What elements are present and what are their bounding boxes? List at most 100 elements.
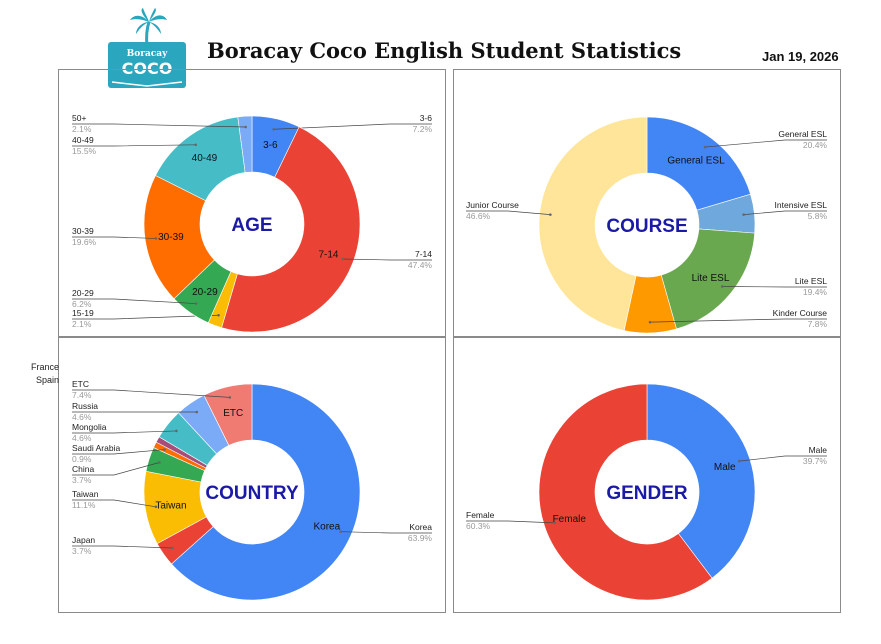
course-pct-label-general-esl: 20.4%: [803, 140, 828, 150]
stray-label-spain: Spain: [36, 375, 60, 385]
country-leader-saudi-arabia: [72, 449, 165, 455]
country-pct-label-japan: 3.7%: [72, 546, 92, 556]
age-pct-label-20-29: 6.2%: [72, 299, 92, 309]
course-panel: [453, 69, 841, 337]
stray-label-france: France: [31, 362, 60, 372]
country-panel: [58, 337, 446, 613]
age-leader-50: [72, 123, 246, 128]
country-inside-label-etc: ETC: [223, 408, 243, 419]
country-leader-dot-japan: [171, 546, 174, 550]
age-pct-label-40-49: 15.5%: [72, 146, 97, 156]
course-outside-label-kinder-course: Kinder Course: [773, 308, 828, 318]
gender-pct-label-female: 60.3%: [466, 521, 491, 531]
country-outside-label-korea: Korea: [409, 522, 432, 532]
age-inside-label-20-29: 20-29: [192, 287, 218, 298]
age-leader-dot-20-29: [194, 302, 198, 305]
country-leader-etc: [72, 389, 230, 398]
age-slice-7-14: [221, 126, 361, 333]
country-outside-label-japan: Japan: [72, 535, 95, 545]
age-leader-15-19: [72, 314, 219, 320]
course-inside-label-general-esl: General ESL: [667, 155, 725, 166]
gender-pct-label-male: 39.7%: [803, 456, 828, 466]
age-inside-label-40-49: 40-49: [192, 153, 218, 164]
age-outside-label-30-39: 30-39: [72, 226, 94, 236]
age-outside-label-50: 50+: [72, 113, 86, 123]
course-slice-junior-course: [538, 116, 648, 331]
age-pct-label-30-39: 19.6%: [72, 237, 97, 247]
age-outside-label-40-49: 40-49: [72, 135, 94, 145]
logo-text-main: COCO: [122, 59, 173, 78]
gender-slice-male: [646, 383, 756, 579]
age-leader-dot-40-49: [194, 143, 197, 147]
course-leader-junior-course: [466, 210, 551, 215]
age-outside-label-20-29: 20-29: [72, 288, 94, 298]
country-leader-dot-russia: [195, 410, 199, 414]
country-outside-label-russia: Russia: [72, 401, 98, 411]
country-slice-korea: [171, 383, 361, 601]
country-leader-dot-etc: [228, 396, 232, 399]
age-inside-label-3-6: 3-6: [263, 140, 278, 151]
age-leader-20-29: [72, 298, 197, 304]
course-outside-label-junior-course: Junior Course: [466, 200, 519, 210]
course-slice-lite-esl: [660, 228, 756, 330]
country-pct-label-russia: 4.6%: [72, 412, 92, 422]
age-outside-label-7-14: 7-14: [415, 249, 432, 259]
course-leader-dot-kinder-course: [648, 320, 652, 324]
gender-center-title: GENDER: [606, 483, 688, 504]
country-leader-korea: [340, 531, 432, 534]
country-pct-label-etc: 7.4%: [72, 390, 92, 400]
country-pct-label-taiwan: 11.1%: [72, 500, 96, 510]
country-inside-label-korea: Korea: [314, 521, 341, 532]
country-leader-taiwan: [72, 499, 156, 508]
age-panel: [58, 69, 446, 337]
course-leader-general-esl: [705, 139, 827, 148]
gender-outside-label-female: Female: [466, 510, 495, 520]
country-pct-label-korea: 63.9%: [408, 533, 433, 543]
gender-leader-male: [739, 455, 827, 462]
country-leader-japan: [72, 545, 173, 549]
country-leader-dot-mongolia: [175, 429, 178, 433]
gender-slice-female: [538, 383, 713, 601]
book-pages: [111, 81, 183, 87]
country-slice-etc: [203, 383, 253, 446]
country-pct-label-china: 3.7%: [72, 475, 92, 485]
age-leader-dot-30-39: [154, 237, 158, 240]
age-leader-dot-50: [244, 125, 247, 129]
age-pct-label-15-19: 2.1%: [72, 319, 92, 329]
country-pct-label-mongolia: 4.6%: [72, 433, 92, 443]
country-inside-label-taiwan: Taiwan: [155, 500, 186, 511]
country-outside-label-taiwan: Taiwan: [72, 489, 99, 499]
country-leader-dot-taiwan: [154, 505, 158, 509]
age-slice-30-39: [143, 175, 215, 300]
country-leader-dot-china: [158, 461, 161, 464]
age-inside-label-30-39: 30-39: [158, 232, 184, 243]
course-leader-dot-intensive-esl: [742, 213, 745, 216]
logo-text-top: Boracay: [127, 49, 168, 59]
boracay-coco-logo: Boracay COCO: [108, 8, 186, 88]
course-leader-dot-general-esl: [703, 145, 707, 149]
age-slice-50: [237, 115, 253, 173]
palm-leaves-icon: [130, 8, 167, 34]
gender-panel: [453, 337, 841, 613]
age-pct-label-3-6: 7.2%: [413, 124, 433, 134]
age-leader-dot-7-14: [341, 257, 344, 261]
course-center-title: COURSE: [606, 216, 687, 237]
course-leader-dot-lite-esl: [720, 285, 724, 288]
course-pct-label-intensive-esl: 5.8%: [808, 211, 828, 221]
country-leader-mongolia: [72, 430, 177, 434]
country-leader-dot-korea: [339, 530, 343, 534]
country-outside-label-etc: ETC: [72, 379, 89, 389]
course-leader-dot-junior-course: [549, 213, 552, 216]
book-cover: [108, 42, 186, 88]
country-pct-label-saudi-arabia: 0.9%: [72, 454, 92, 464]
course-pct-label-kinder-course: 7.8%: [808, 319, 828, 329]
report-date: Jan 19, 2026: [762, 49, 839, 64]
course-outside-label-intensive-esl: Intensive ESL: [775, 200, 828, 210]
country-outside-label-mongolia: Mongolia: [72, 422, 107, 432]
age-leader-dot-15-19: [217, 313, 220, 317]
age-leader-7-14: [342, 258, 432, 261]
